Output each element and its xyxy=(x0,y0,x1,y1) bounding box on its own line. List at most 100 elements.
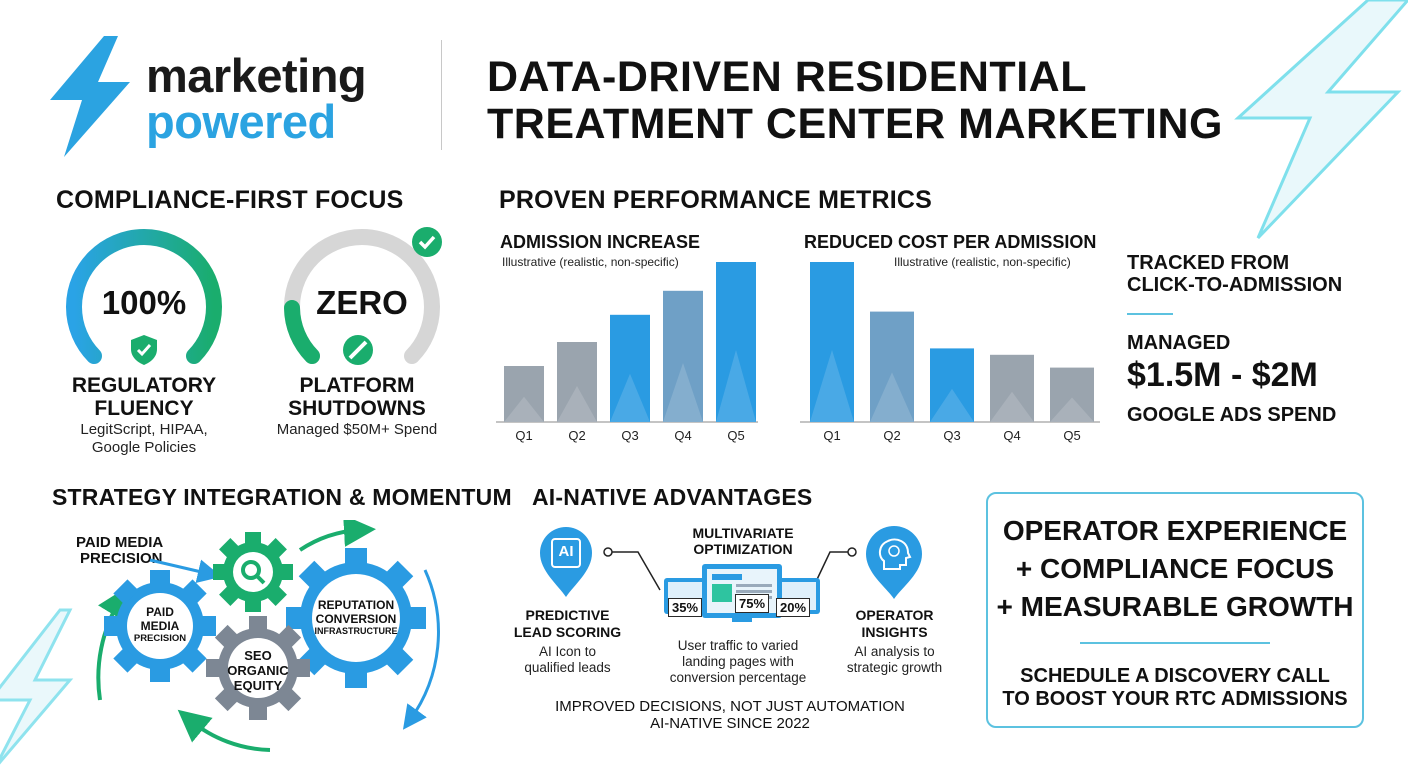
chart2-title: REDUCED COST PER ADMISSION xyxy=(804,232,1097,252)
metrics-divider xyxy=(1127,313,1173,315)
gear-rep-text-2: CONVERSION xyxy=(315,612,397,626)
ai-chip-pin-icon xyxy=(540,527,592,597)
managed-value: $1.5M - $2M xyxy=(1127,356,1318,394)
tick-label-q1: Q1 xyxy=(515,428,532,443)
predictive-label-line2: LEAD SCORING xyxy=(513,624,622,640)
tracked-line2: CLICK-TO-ADMISSION xyxy=(1127,274,1343,296)
operator-insights-sub-line2: strategic growth xyxy=(846,660,943,675)
bar-q4 xyxy=(990,354,1034,422)
tick-label-q5: Q5 xyxy=(727,428,744,443)
bar-facet-q1 xyxy=(504,396,544,422)
corner-lightning-top-right-icon xyxy=(1234,0,1408,240)
chart1-title: ADMISSION INCREASE xyxy=(500,232,701,252)
bar-q4 xyxy=(663,290,703,422)
strategy-gears-diagram xyxy=(96,520,440,752)
bar-facet-q1 xyxy=(810,350,854,422)
shutdowns-gauge xyxy=(284,229,440,364)
metrics-title: PROVEN PERFORMANCE METRICS xyxy=(499,186,933,214)
operator-insights-label-line2: INSIGHTS xyxy=(861,624,928,640)
chart1-subtitle: Illustrative (realistic, non-specific) xyxy=(502,255,679,269)
bar-facet-q3 xyxy=(930,388,974,422)
multivariate-sub-line1: User traffic to varied xyxy=(677,638,799,653)
cta-divider xyxy=(1080,642,1270,644)
chart2-svg: Q1 Q2 Q3 Q4 Q5 xyxy=(800,262,1100,443)
cta-sub-line2[interactable]: TO BOOST YOUR RTC ADMISSIONS xyxy=(1002,688,1348,710)
tick-label-q2: Q2 xyxy=(883,428,900,443)
bar-facet-q2 xyxy=(557,386,597,422)
operator-insights-sub-line1: AI analysis to xyxy=(854,644,935,659)
brand-name-line2: powered xyxy=(146,95,336,148)
bar-facet-q4 xyxy=(663,362,703,422)
ai-chip-text: AI xyxy=(558,543,574,560)
bar-facet-q2 xyxy=(870,372,914,422)
multivariate-label-line2: OPTIMIZATION xyxy=(693,541,793,557)
pct-mid-badge: 75% xyxy=(735,594,770,613)
bar-q3 xyxy=(930,348,974,422)
tick-label-q4: Q4 xyxy=(1003,428,1020,443)
brain-pin-icon xyxy=(866,526,922,599)
bar-facet-q4 xyxy=(990,391,1034,422)
ai-title: AI-NATIVE ADVANTAGES xyxy=(532,484,813,510)
bar-facet-q5 xyxy=(716,350,756,422)
operator-insights-label-line1: OPERATOR xyxy=(855,607,934,623)
cta-line3: + MEASURABLE GROWTH xyxy=(996,591,1354,622)
tick-label-q5: Q5 xyxy=(1063,428,1080,443)
predictive-sub-line2: qualified leads xyxy=(524,660,611,675)
bar-q1 xyxy=(504,366,544,422)
ai-connector-lines xyxy=(603,547,857,591)
paid-media-callout-line2: PRECISION xyxy=(80,550,163,567)
cta-sub-line1[interactable]: SCHEDULE A DISCOVERY CALL xyxy=(1020,665,1330,687)
pct-right-badge: 20% xyxy=(776,598,811,617)
strategy-title: STRATEGY INTEGRATION & MOMENTUM xyxy=(52,484,512,510)
regulatory-label-line2: FLUENCY xyxy=(94,397,194,420)
multivariate-label-line1: MULTIVARIATE xyxy=(692,525,794,541)
brand-logo: marketing powered xyxy=(46,34,406,164)
tick-label-q1: Q1 xyxy=(823,428,840,443)
corner-lightning-bottom-left-icon xyxy=(0,608,74,765)
cta-line1: OPERATOR EXPERIENCE xyxy=(1002,515,1348,546)
predictive-sub-line1: AI Icon to xyxy=(538,644,597,659)
gear-paid-text-3: PRECISION xyxy=(133,633,187,644)
predictive-label-line1: PREDICTIVE xyxy=(525,607,610,623)
gear-rep-text-1: REPUTATION xyxy=(317,598,395,612)
regulatory-gauge xyxy=(66,229,222,364)
bar-q1 xyxy=(810,262,854,422)
compliance-title: COMPLIANCE-FIRST FOCUS xyxy=(56,186,404,214)
gear-paid-text-2: MEDIA xyxy=(140,619,180,633)
chart1-svg: Q1 Q2 Q3 Q4 Q5 xyxy=(496,262,758,443)
header-divider xyxy=(441,40,442,150)
gear-seo-text-2: ORGANIC xyxy=(227,663,289,678)
no-sign-icon xyxy=(343,335,373,365)
bar-q5 xyxy=(1050,367,1094,422)
pct-left-badge: 35% xyxy=(668,598,703,617)
gear-rep-text-3: INFRASTRUCTURE xyxy=(314,626,398,636)
page-title-line2: TREATMENT CENTER MARKETING xyxy=(487,100,1224,148)
paid-media-callout-line1: PAID MEDIA xyxy=(76,534,164,551)
tick-label-q4: Q4 xyxy=(674,428,691,443)
bar-facet-q3 xyxy=(610,373,650,422)
multivariate-sub-line3: conversion percentage xyxy=(669,670,807,685)
gear-paid-text-1: PAID xyxy=(146,605,174,619)
shutdowns-label-line1: PLATFORM xyxy=(299,374,415,397)
regulatory-label-line1: REGULATORY xyxy=(71,374,217,397)
ai-footer-line1: IMPROVED DECISIONS, NOT JUST AUTOMATION xyxy=(555,698,905,715)
cta-box[interactable]: OPERATOR EXPERIENCE + COMPLIANCE FOCUS +… xyxy=(986,492,1364,728)
cta-line2: + COMPLIANCE FOCUS xyxy=(1015,553,1335,584)
bar-q2 xyxy=(870,311,914,422)
tracked-line1: TRACKED FROM xyxy=(1127,252,1290,274)
regulatory-gauge-value: 100% xyxy=(101,284,187,321)
lightning-bolt-icon xyxy=(50,36,130,157)
shutdowns-gauge-value: ZERO xyxy=(316,284,408,321)
tick-label-q3: Q3 xyxy=(943,428,960,443)
bar-facet-q5 xyxy=(1050,397,1094,422)
multivariate-sub-line2: landing pages with xyxy=(682,654,794,669)
brand-name-line1: marketing xyxy=(146,49,367,102)
shutdowns-sub: Managed $50M+ Spend xyxy=(276,421,438,438)
ai-footer-line2: AI-NATIVE SINCE 2022 xyxy=(650,715,810,732)
tick-label-q2: Q2 xyxy=(568,428,585,443)
shutdowns-label-line2: SHUTDOWNS xyxy=(288,397,426,420)
gear-seo-text-3: EQUITY xyxy=(233,678,283,693)
regulatory-sub-line2: Google Policies xyxy=(91,439,197,456)
managed-label: MANAGED xyxy=(1127,332,1231,354)
check-circle-icon xyxy=(412,227,442,257)
